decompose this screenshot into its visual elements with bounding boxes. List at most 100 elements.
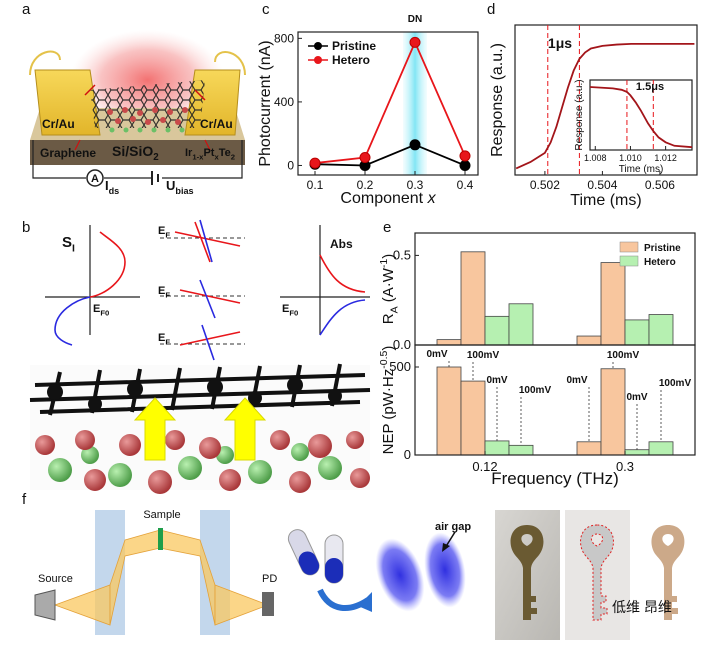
panel-letter: a <box>22 1 31 18</box>
fermi-label: EF <box>158 332 170 346</box>
material-label: Ir1-xPtxTe2 <box>185 147 235 161</box>
text-part: bias <box>175 186 193 196</box>
series-line <box>589 86 693 149</box>
x-tick-label: 0.1 <box>307 178 324 192</box>
series-line <box>515 43 695 170</box>
data-point <box>359 152 371 164</box>
image-label: air gap <box>435 521 471 533</box>
bar <box>508 444 534 456</box>
series-line <box>314 40 466 164</box>
y-axis-title: Photocurrent (nA) <box>257 40 274 166</box>
panel-f-optics <box>34 510 274 635</box>
legend-label: Pristine <box>644 243 681 254</box>
data-point <box>459 159 471 171</box>
bias-label: 0mV <box>626 392 647 403</box>
annotation: DN <box>408 14 422 25</box>
series-line <box>314 143 466 167</box>
bar <box>508 303 534 346</box>
panel-a-illustration <box>29 30 246 187</box>
axis-label: EF0 <box>93 303 109 317</box>
bias-label: 0mV <box>486 375 507 386</box>
bar <box>576 335 602 346</box>
text-part: E <box>282 303 289 315</box>
panel-letter: d <box>487 1 495 18</box>
y-tick-label: 0.0 <box>393 337 411 352</box>
text-part: F0 <box>289 308 298 317</box>
bar <box>484 315 510 346</box>
data-point <box>409 139 421 151</box>
panel-letter: b <box>22 219 30 236</box>
y-tick-label: 400 <box>274 95 294 109</box>
x-tick-label: 0.12 <box>472 459 497 474</box>
x-axis-title: Time (ms) <box>619 164 664 175</box>
legend-marker <box>314 56 322 64</box>
y-tick-label: 0.5 <box>393 247 411 262</box>
data-point <box>309 157 321 169</box>
text-part: S <box>62 234 72 251</box>
text-part: ) <box>380 254 397 259</box>
text-part: E <box>93 303 100 315</box>
text-part: I <box>72 243 75 255</box>
x-tick-label: 0.506 <box>645 178 675 192</box>
x-tick-label: 0.502 <box>530 178 560 192</box>
plot-frame <box>297 31 479 176</box>
text-part: x <box>427 190 437 207</box>
x-axis-title: Component x <box>340 190 436 207</box>
y-axis-title: Response (a.u.) <box>489 43 506 157</box>
bias-label: 100mV <box>607 350 640 361</box>
bias-label: 100mV <box>467 350 500 361</box>
plot-frame <box>514 24 698 176</box>
bar <box>600 262 626 346</box>
legend-marker <box>314 42 322 50</box>
text-part: ds <box>109 186 120 196</box>
legend-label: Hetero <box>332 53 370 67</box>
bias-label: 100mV <box>659 378 692 389</box>
optics-label: Source <box>38 573 73 585</box>
y-tick-label: 0 <box>404 447 411 462</box>
axis-label: SI <box>62 234 75 255</box>
panel-f-keys <box>495 510 700 640</box>
text-part: R <box>380 313 397 324</box>
panel-letter: e <box>383 219 391 236</box>
panel-f-capsules <box>287 529 466 612</box>
y-axis-title: Response (a.u.) <box>574 79 585 150</box>
y-axis-title: NEP (pW·Hz-0.5) <box>378 346 397 455</box>
annotation: 1.5μs <box>636 81 664 93</box>
panel-b-illustration <box>45 219 370 361</box>
annotation: 1μs <box>548 35 572 51</box>
bar <box>648 314 674 346</box>
text-part: (A·W <box>380 267 397 306</box>
plot-frame <box>414 344 696 456</box>
text-part: 2 <box>231 152 235 161</box>
legend-label: Pristine <box>332 39 376 53</box>
fermi-label: EF <box>158 225 170 239</box>
panel-letter: f <box>22 491 27 508</box>
watermark: 低维 昂维 <box>612 599 672 615</box>
bias-label: 100mV <box>519 385 552 396</box>
plot-frame <box>589 79 693 151</box>
text-part: F <box>165 230 170 239</box>
text-part: Pt <box>203 147 214 159</box>
panel-letter: c <box>262 1 270 18</box>
bias-label: 0mV <box>426 349 447 360</box>
text-part: A <box>389 306 401 313</box>
x-tick-label: 0.2 <box>357 178 374 192</box>
axis-label: Abs <box>330 237 353 251</box>
optics-label: PD <box>262 573 277 585</box>
text-part: E <box>158 285 165 297</box>
material-label: Graphene <box>40 146 96 160</box>
text-part: Si/SiO <box>112 143 153 159</box>
x-tick-label: 1.010 <box>619 153 642 163</box>
x-tick-label: 1.008 <box>584 153 607 163</box>
x-axis-title: Time (ms) <box>570 192 641 209</box>
fermi-label: EF <box>158 285 170 299</box>
highlight-band <box>403 32 427 175</box>
text-part: -1 <box>378 259 390 268</box>
bias-label: 0mV <box>566 375 587 386</box>
x-tick-label: 1.012 <box>654 153 677 163</box>
bar <box>460 251 486 346</box>
bar <box>624 319 650 346</box>
bar <box>648 441 674 456</box>
